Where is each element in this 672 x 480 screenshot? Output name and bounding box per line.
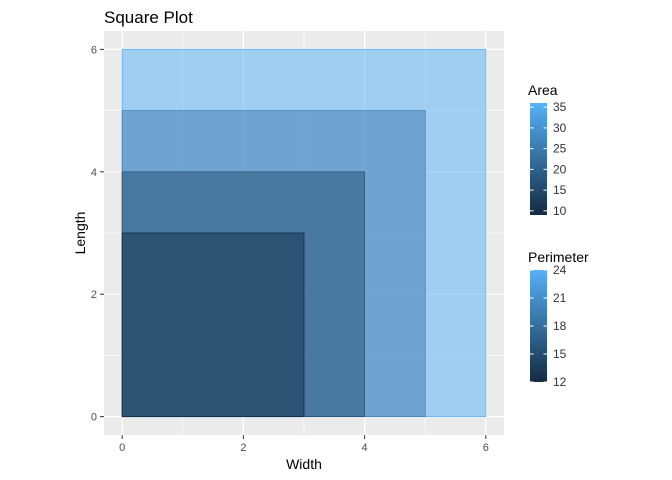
legend-tick-label: 35 <box>553 100 567 114</box>
legend-tick-label: 15 <box>553 347 567 361</box>
square-3 <box>121 232 305 418</box>
legend-colorbar <box>530 270 547 382</box>
legend-tick-label: 10 <box>553 204 567 218</box>
x-tick-label: 6 <box>483 442 489 454</box>
legend-title: Area <box>528 82 558 98</box>
squares-layer <box>121 48 487 418</box>
legend-tick-label: 12 <box>553 375 567 389</box>
y-axis: 0 2 4 6 <box>91 44 104 424</box>
y-tick-label: 4 <box>91 167 97 179</box>
legend-tick-label: 21 <box>553 291 567 305</box>
x-axis-title: Width <box>286 456 322 472</box>
y-tick-label: 2 <box>91 289 97 301</box>
legend-area: Area 10 15 20 25 30 35 <box>528 82 567 218</box>
y-tick-label: 0 <box>91 412 97 424</box>
legend-tick-label: 30 <box>553 121 567 135</box>
legend-perimeter: Perimeter 12 15 18 21 24 <box>528 249 589 389</box>
legend-tick-label: 24 <box>553 263 567 277</box>
x-tick-label: 0 <box>119 442 125 454</box>
x-tick-label: 2 <box>240 442 246 454</box>
legend-tick-label: 25 <box>553 142 567 156</box>
legend-tick-label: 15 <box>553 183 567 197</box>
legend-title: Perimeter <box>528 249 589 265</box>
legend-tick-label: 18 <box>553 319 567 333</box>
x-axis: 0 2 4 6 <box>119 435 489 454</box>
chart-title: Square Plot <box>104 8 193 27</box>
legend-colorbar <box>530 103 547 215</box>
legends: Area 10 15 20 25 30 35 Perimeter 12 15 18 21 24 <box>528 82 589 389</box>
y-axis-title: Length <box>72 212 88 255</box>
legend-tick-label: 20 <box>553 162 567 176</box>
y-tick-label: 6 <box>91 44 97 56</box>
x-tick-label: 4 <box>362 442 368 454</box>
